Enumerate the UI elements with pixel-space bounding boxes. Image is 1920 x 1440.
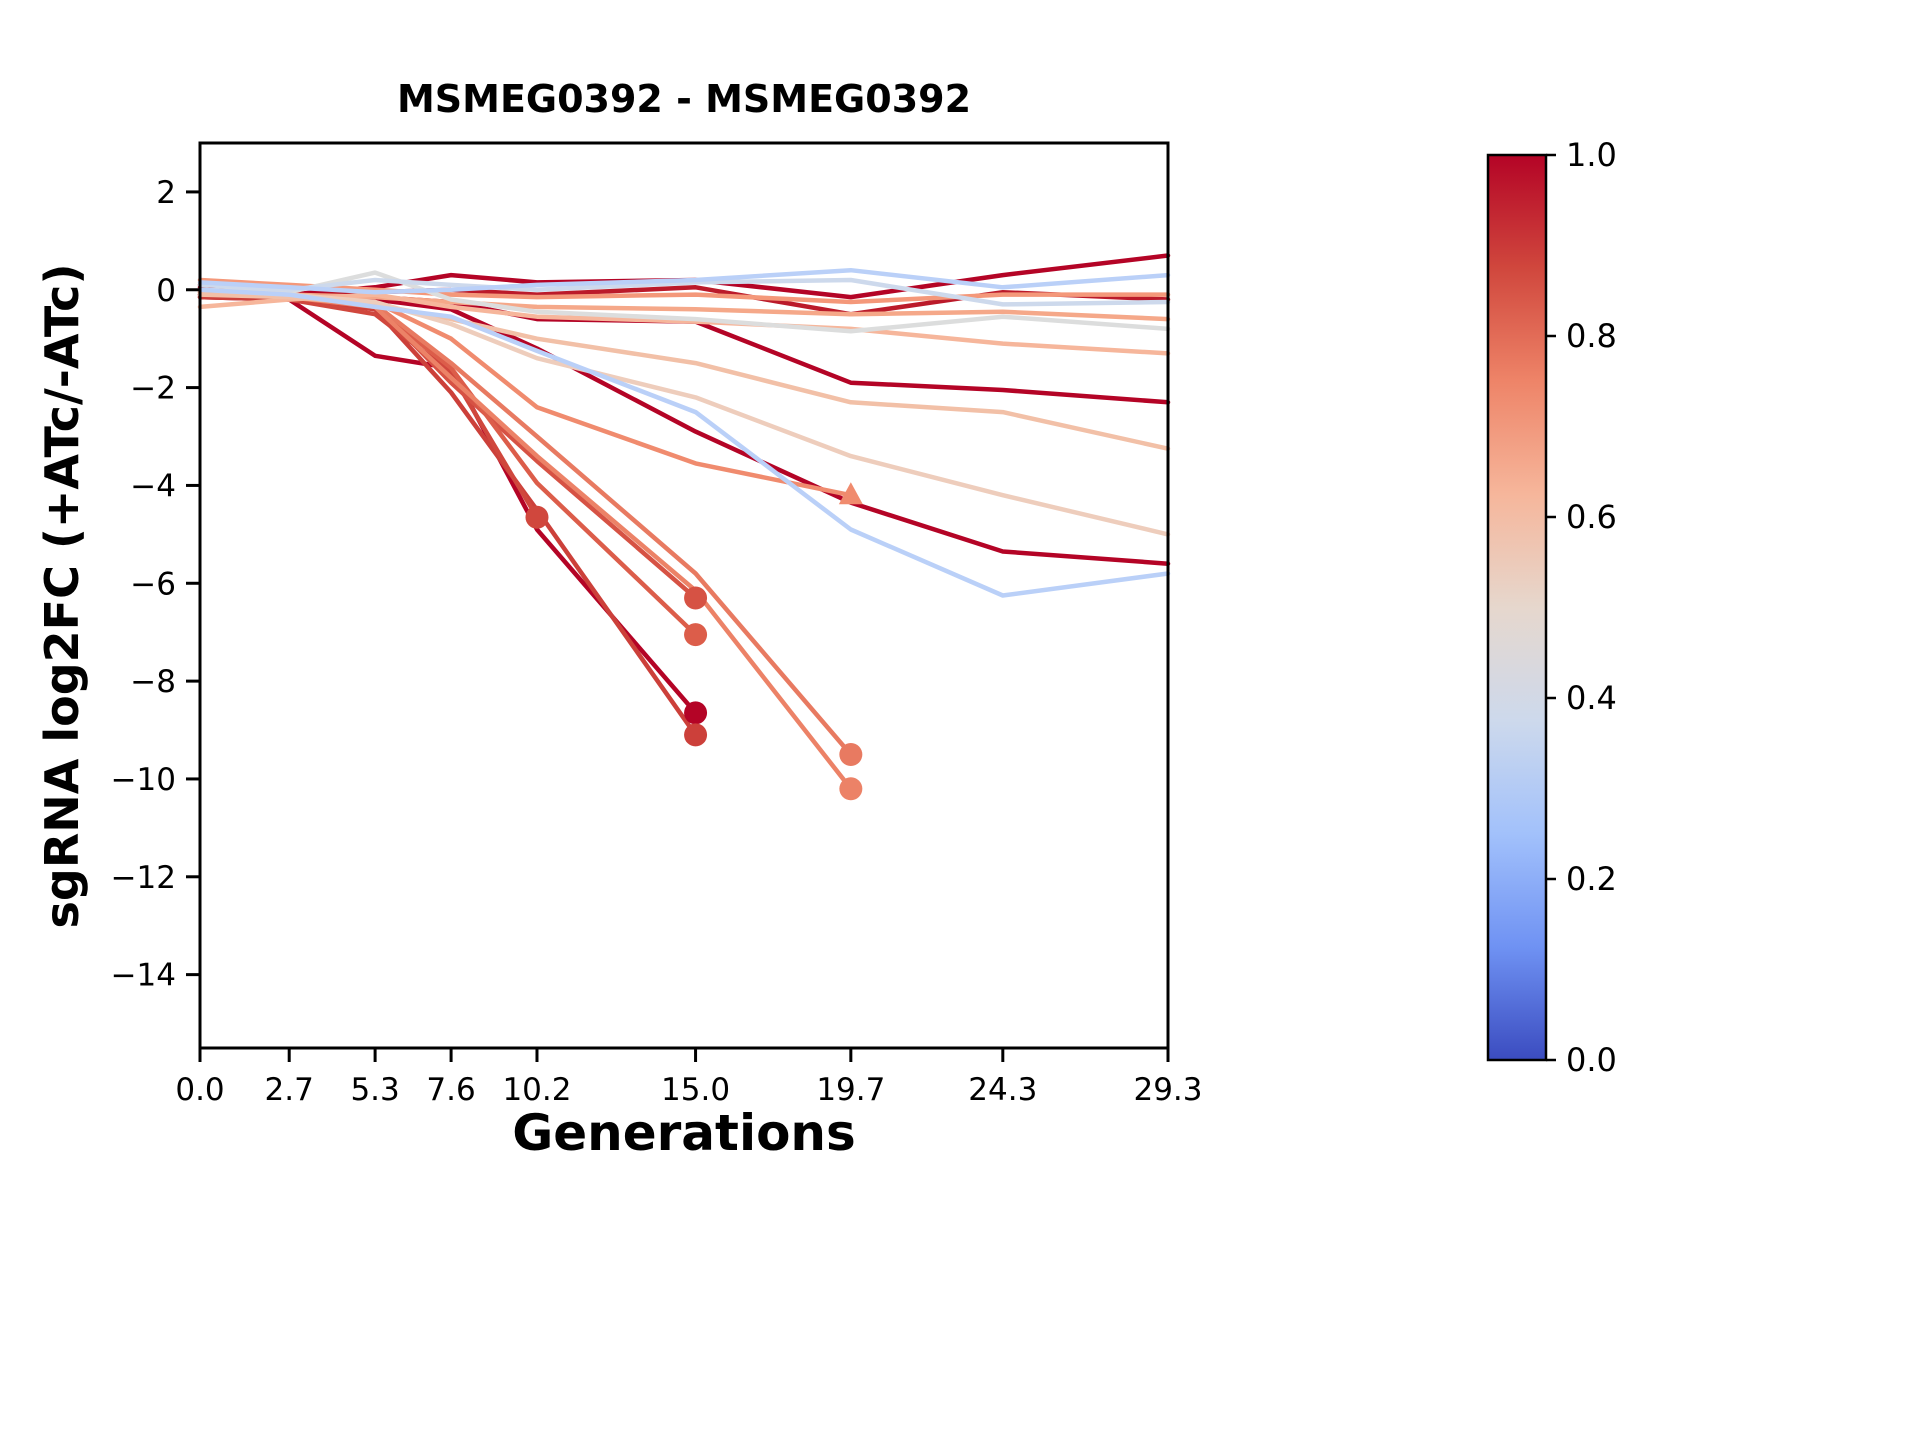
y-tick-label: 0 (156, 273, 176, 309)
end-marker-circle-sgRNA-07 (525, 505, 549, 529)
y-tick-label: −10 (111, 762, 176, 798)
end-marker-circle-sgRNA-08 (684, 586, 708, 610)
x-tick-label: 5.3 (350, 1072, 399, 1108)
end-marker-circle-sgRNA-09 (684, 623, 708, 647)
colorbar-tick-label: 0.0 (1566, 1041, 1617, 1079)
series-line-sgRNA-17 (197, 287, 1171, 537)
y-axis-label: sgRNA log2FC (+ATc/-ATc) (35, 264, 89, 929)
x-tick-label: 7.6 (426, 1072, 475, 1108)
colorbar-tick-label: 0.8 (1566, 317, 1617, 355)
x-tick-label: 19.7 (816, 1072, 885, 1108)
end-marker-circle-sgRNA-06 (684, 723, 708, 747)
colorbar-tick-label: 0.2 (1566, 860, 1617, 898)
y-tick-label: 2 (156, 175, 176, 211)
x-tick-label: 29.3 (1133, 1072, 1202, 1108)
colorbar (1486, 153, 1548, 1062)
series-line-sgRNA-20 (197, 267, 1171, 295)
x-tick-label: 24.3 (968, 1072, 1037, 1108)
y-tick-label: −2 (130, 371, 176, 407)
colorbar-tick-label: 0.4 (1566, 679, 1617, 717)
x-tick-label: 0.0 (175, 1072, 224, 1108)
y-tick-label: −8 (130, 664, 176, 700)
colorbar-tick-label: 0.6 (1566, 498, 1617, 536)
series-line-sgRNA-21 (197, 287, 1171, 598)
plot-area: 0.0 2.7 5.3 7.6 10.2 15.0 19.7 24.3 29.3 2 0 −2 −4 −6… (111, 136, 1617, 1108)
end-marker-circle-sgRNA-11 (839, 777, 863, 801)
end-marker-circle-sgRNA-10 (839, 742, 863, 766)
x-tick-label: 2.7 (265, 1072, 314, 1108)
x-tick-label: 15.0 (661, 1072, 730, 1108)
y-tick-label: −12 (111, 860, 176, 896)
axes-box (198, 141, 1170, 1050)
end-marker-circle-sgRNA-05 (684, 701, 708, 725)
series-line-sgRNA-05 (197, 292, 698, 716)
series-line-sgRNA-11 (197, 289, 854, 791)
y-tick-label: −6 (130, 566, 176, 602)
series-line-sgRNA-19 (197, 277, 1171, 307)
colorbar-tick-label: 1.0 (1566, 136, 1617, 174)
chart-title: MSMEG0392 - MSMEG0392 (397, 77, 971, 121)
y-tick-label: −14 (111, 958, 176, 994)
x-axis-label: Generations (512, 1104, 856, 1162)
series-line-sgRNA-10 (197, 287, 854, 757)
x-tick-label: 10.2 (502, 1072, 571, 1108)
y-tick-label: −4 (130, 468, 176, 504)
end-marker-triangle-sgRNA-12 (838, 482, 863, 505)
series-line-sgRNA-09 (197, 287, 698, 637)
